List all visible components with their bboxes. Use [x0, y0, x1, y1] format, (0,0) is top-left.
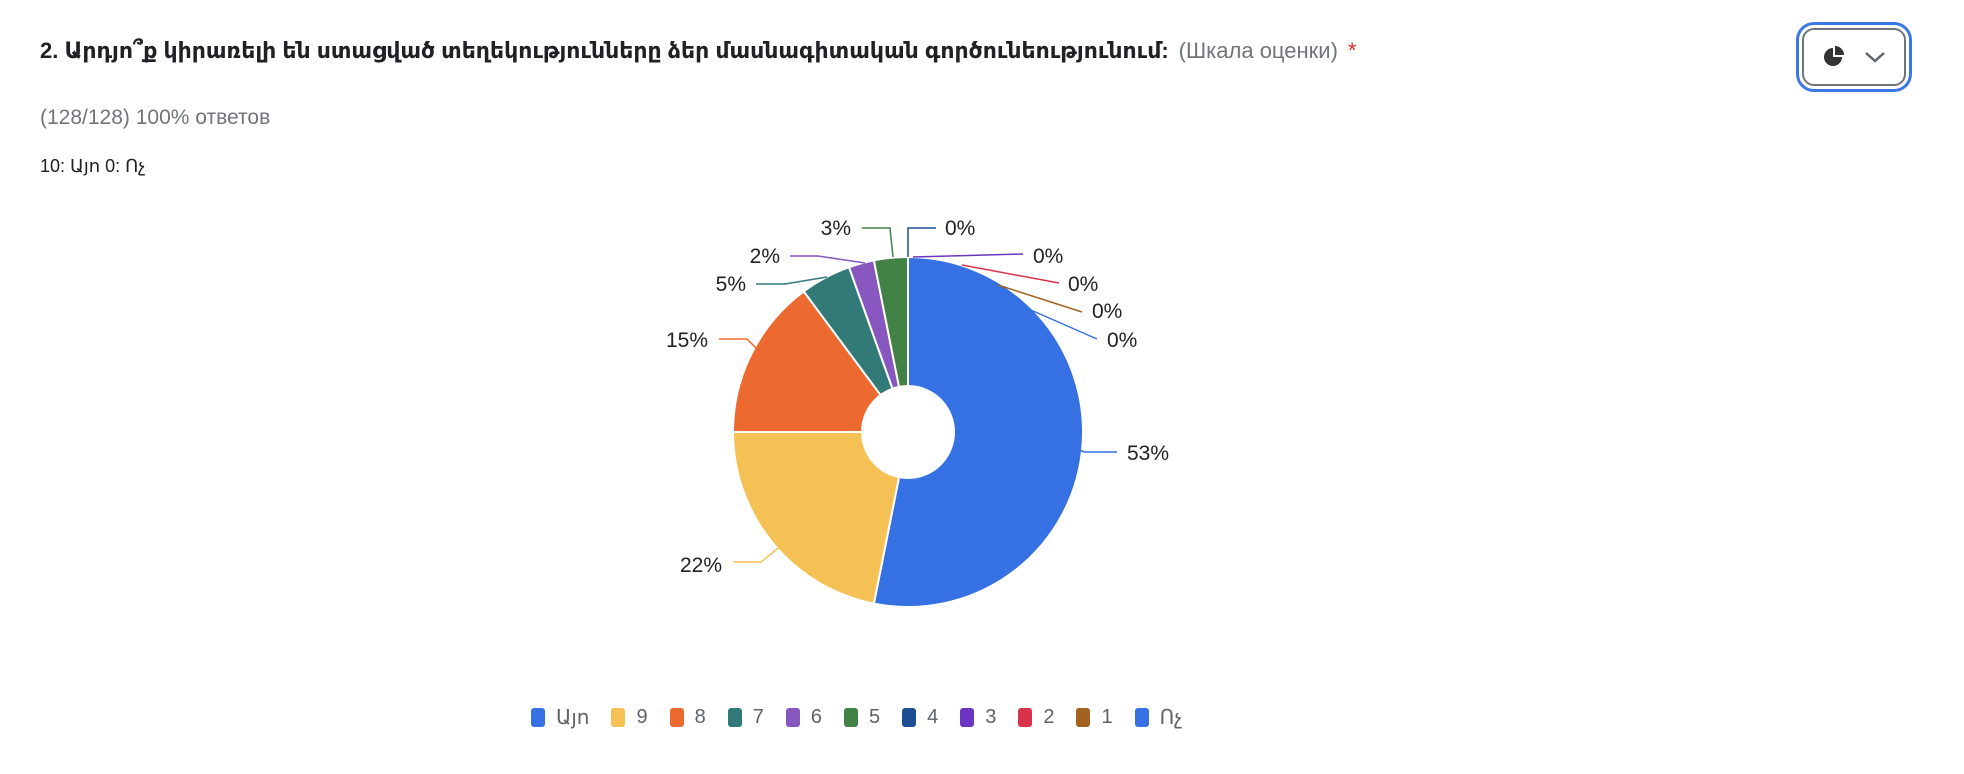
- chart-type-button[interactable]: [1796, 22, 1912, 92]
- pie-chart-icon: [1824, 46, 1844, 66]
- legend-item: Այո: [531, 705, 589, 730]
- data-label-6: 0%: [945, 217, 975, 240]
- legend-item: 1: [1076, 706, 1113, 729]
- legend-label: 3: [985, 706, 997, 728]
- leader-line-4: [790, 255, 866, 264]
- data-label-7: 0%: [1033, 245, 1063, 268]
- legend-label: Ոչ: [1159, 707, 1183, 729]
- legend-item: Ոչ: [1134, 705, 1183, 730]
- chart-legend: Այո 9 8 7 6 5 4 3 2 1 Ոչ: [531, 705, 1204, 730]
- legend-label: 2: [1043, 706, 1055, 728]
- legend-item: 3: [960, 706, 996, 729]
- legend-swatch: [531, 708, 545, 727]
- legend-item: 5: [843, 706, 881, 729]
- legend-item: 8: [669, 706, 706, 729]
- required-mark: *: [1347, 38, 1357, 63]
- leader-line-1: [733, 544, 783, 563]
- data-label-1: 22%: [680, 554, 722, 577]
- data-label-8: 0%: [1068, 273, 1098, 296]
- data-label-0: 53%: [1127, 442, 1169, 465]
- question-text: 2. Արդյո՞ք կիրառելի են ստացված տեղեկությ…: [40, 38, 1169, 63]
- data-label-5: 3%: [821, 217, 851, 240]
- question-type: (Шкала оценки): [1178, 38, 1338, 63]
- leader-line-10: [1023, 306, 1098, 340]
- legend-swatch: [1134, 708, 1149, 727]
- legend-item: 2: [1018, 706, 1054, 729]
- data-label-4: 2%: [750, 245, 780, 268]
- legend-swatch: [611, 708, 626, 727]
- legend-label: 1: [1101, 706, 1113, 728]
- leader-line-2: [719, 338, 762, 354]
- legend-label: Այո: [556, 707, 590, 729]
- legend-label: 7: [752, 706, 764, 728]
- data-label-9: 0%: [1092, 300, 1122, 323]
- leader-line-5: [862, 227, 894, 258]
- legend-swatch: [960, 708, 975, 727]
- leader-line-3: [756, 276, 828, 285]
- legend-label: 5: [868, 706, 881, 728]
- data-label-3: 5%: [716, 273, 746, 296]
- leader-line-8: [961, 264, 1060, 284]
- legend-item: 7: [727, 706, 764, 729]
- legend-swatch: [902, 708, 917, 727]
- donut-hole: [861, 385, 955, 479]
- chevron-down-icon: [1865, 52, 1885, 63]
- legend-label: 6: [810, 706, 822, 728]
- leader-line-0: [1071, 447, 1117, 453]
- legend-item: 9: [611, 706, 648, 729]
- data-label-10: 0%: [1107, 329, 1137, 352]
- leader-line-6: [907, 227, 936, 257]
- legend-swatch: [669, 708, 684, 727]
- legend-item: 4: [902, 706, 938, 729]
- legend-swatch: [1018, 708, 1033, 727]
- legend-swatch: [843, 708, 858, 727]
- responses-count: (128/128) 100% ответов: [40, 106, 271, 129]
- pie-slice-0: [872, 255, 1085, 608]
- legend-label: 4: [927, 706, 939, 728]
- legend-label: 9: [636, 706, 648, 728]
- legend-swatch: [1076, 708, 1091, 727]
- legend-label: 8: [694, 706, 706, 728]
- legend-item: 6: [785, 706, 822, 729]
- leader-line-9: [997, 284, 1083, 313]
- legend-swatch: [727, 708, 742, 727]
- pie-chart: 53%22%15%5%2%3% 0%0%0%0%0%: [666, 217, 1169, 608]
- question-title: 2. Արդյո՞ք կիրառելի են ստացված տեղեկությ…: [40, 38, 1356, 64]
- data-label-2: 15%: [666, 329, 708, 352]
- scale-range: 10: Այո 0: Ոչ: [40, 156, 146, 176]
- pie-slice-1: [731, 431, 910, 605]
- leader-line-7: [912, 253, 1024, 258]
- pie-slice-2: [731, 290, 910, 433]
- legend-swatch: [785, 708, 800, 727]
